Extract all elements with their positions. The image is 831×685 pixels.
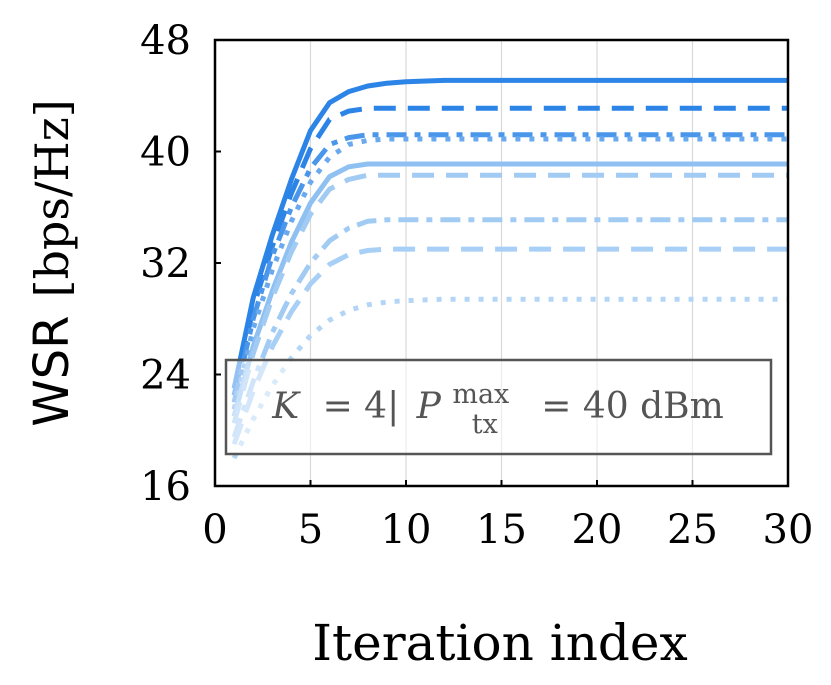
x-tick-label: 0: [202, 507, 227, 553]
series-line: [231, 105, 788, 396]
y-tick-label: 40: [140, 130, 191, 176]
ticks: 0 5 10 15 20 25 30 16 24 32 40 48: [140, 18, 813, 553]
series-line: [231, 77, 788, 389]
x-tick-label: 10: [381, 507, 432, 553]
y-tick-label: 16: [140, 464, 191, 510]
series-line: [231, 161, 788, 417]
x-tick-label: 20: [572, 507, 623, 553]
series-line: [231, 217, 788, 439]
x-tick-label: 25: [667, 507, 718, 553]
series-layer: [231, 77, 788, 460]
x-tick-label: 30: [763, 507, 814, 553]
x-tick-label: 5: [298, 507, 323, 553]
y-tick-label: 48: [140, 18, 191, 64]
annotation-text: K = 4| P max tx = 40 dBm: [271, 371, 724, 442]
series-line: [231, 246, 788, 446]
y-tick-label: 24: [140, 353, 191, 399]
annotation-box: K = 4| P max tx = 40 dBm: [224, 358, 773, 456]
y-tick-label: 32: [140, 241, 191, 287]
x-axis-title: Iteration index: [312, 614, 687, 672]
series-line: [231, 296, 788, 460]
series-line: [231, 172, 788, 424]
series-line: [231, 132, 788, 403]
x-tick-label: 15: [476, 507, 527, 553]
y-axis-title: WSR [bps/Hz]: [24, 99, 80, 427]
